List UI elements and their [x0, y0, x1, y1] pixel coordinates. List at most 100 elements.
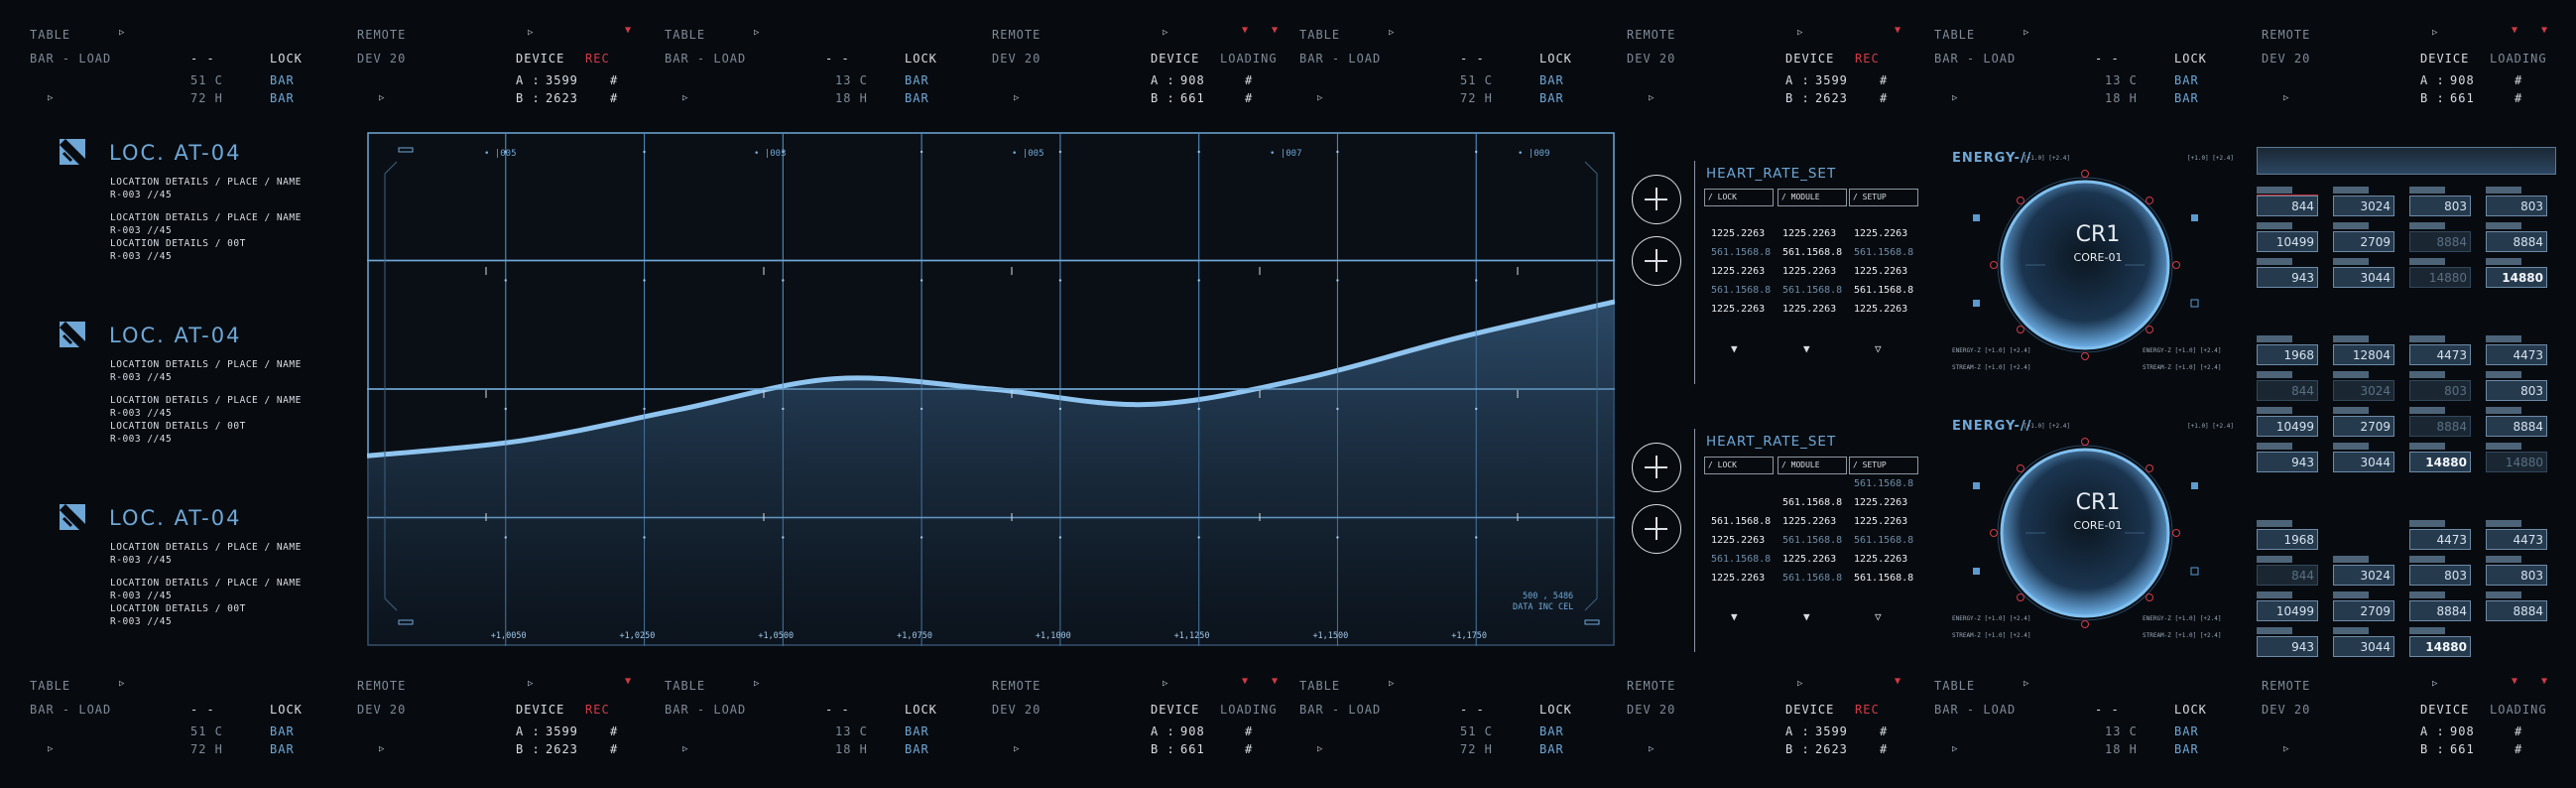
play-icon[interactable]: ▷ — [1649, 744, 1655, 754]
cell-box — [2333, 416, 2394, 437]
lock-label: LOCK — [1539, 703, 1572, 717]
column-header[interactable]: / MODULE — [1778, 457, 1847, 474]
data-cell: 561.1568.8 — [1711, 247, 1772, 258]
play-icon[interactable]: ▷ — [48, 93, 54, 103]
cell-value: 8884 — [2436, 604, 2467, 618]
cell-value: 803 — [2520, 199, 2543, 213]
side-marker — [2190, 567, 2199, 576]
play-icon[interactable]: ▷ — [1389, 679, 1395, 689]
column-header[interactable]: / SETUP — [1849, 457, 1918, 474]
dropdown-arrow-icon[interactable]: ▼ — [1731, 610, 1738, 623]
alert-triangle-icon: ▼ — [1895, 676, 1901, 687]
column-header[interactable]: / LOCK — [1704, 457, 1774, 474]
play-icon[interactable]: ▷ — [1317, 93, 1323, 103]
play-icon[interactable]: ▷ — [1317, 744, 1323, 754]
play-icon[interactable]: ▷ — [2432, 679, 2438, 689]
grid-top-bar — [2257, 147, 2556, 175]
a-value: 3599 — [546, 73, 578, 87]
ring-node — [2081, 438, 2089, 446]
temp-h: 72 H — [1460, 742, 1493, 756]
play-icon[interactable]: ▷ — [379, 744, 385, 754]
play-icon[interactable]: ▷ — [1389, 28, 1395, 38]
play-icon[interactable]: ▷ — [1952, 744, 1958, 754]
cell-tag — [2409, 335, 2445, 342]
cell-box — [2257, 565, 2318, 586]
x-tick-label: +1,1250 — [1174, 631, 1210, 641]
value-cell: 12804 — [2333, 335, 2394, 365]
value-cell: 4473 — [2486, 520, 2547, 550]
play-icon[interactable]: ▷ — [48, 744, 54, 754]
core-orb — [2000, 448, 2170, 618]
play-icon[interactable]: ▷ — [1163, 28, 1168, 38]
value-cell: 8884 — [2486, 407, 2547, 437]
grid-dot — [782, 407, 785, 411]
play-icon[interactable]: ▷ — [2024, 28, 2029, 38]
cell-value: 10499 — [2275, 235, 2314, 249]
play-icon[interactable]: ▷ — [1797, 28, 1803, 38]
bar-load-label: BAR - LOAD — [1299, 52, 1382, 66]
b-value: 661 — [1180, 91, 1205, 105]
play-icon[interactable]: ▷ — [2024, 679, 2029, 689]
dropdown-arrow-icon[interactable]: ▼ — [1803, 610, 1810, 623]
cell-tag — [2257, 335, 2292, 342]
dropdown-arrow-icon[interactable]: ▼ — [1731, 342, 1738, 355]
cell-value: 844 — [2291, 569, 2314, 583]
data-cell: 1225.2263 — [1854, 266, 1908, 277]
hash: # — [1880, 724, 1889, 738]
add-button[interactable] — [1632, 236, 1681, 286]
play-icon[interactable]: ▷ — [119, 28, 125, 38]
play-icon[interactable]: ▷ — [1014, 93, 1020, 103]
value-cell: 943 — [2257, 258, 2318, 288]
value-cell: 803 — [2486, 371, 2547, 401]
a-value: 3599 — [546, 724, 578, 738]
play-icon[interactable]: ▷ — [754, 28, 760, 38]
play-icon[interactable]: ▷ — [379, 93, 385, 103]
play-icon[interactable]: ▷ — [1163, 679, 1168, 689]
dropdown-arrow-icon[interactable]: ▼ — [1803, 342, 1810, 355]
play-icon[interactable]: ▷ — [1014, 744, 1020, 754]
play-icon[interactable]: ▷ — [2283, 744, 2289, 754]
play-icon[interactable]: ▷ — [682, 744, 688, 754]
bar-label: BAR — [1539, 724, 1564, 738]
play-icon[interactable]: ▷ — [528, 28, 534, 38]
bar-load-label: BAR - LOAD — [665, 52, 747, 66]
add-button[interactable] — [1632, 443, 1681, 492]
cell-box — [2409, 380, 2471, 401]
hash: # — [610, 742, 619, 756]
play-icon[interactable]: ▷ — [2432, 28, 2438, 38]
play-icon[interactable]: ▷ — [1797, 679, 1803, 689]
cell-box — [2409, 600, 2471, 621]
bar-label: BAR — [270, 73, 295, 87]
a-value: 3599 — [1815, 724, 1848, 738]
column-header[interactable]: / LOCK — [1704, 189, 1774, 206]
play-icon[interactable]: ▷ — [1649, 93, 1655, 103]
cell-box — [2257, 452, 2318, 472]
value-cell: 2709 — [2333, 222, 2394, 252]
dropdown-arrow-icon[interactable]: ▽ — [1875, 342, 1882, 355]
column-header[interactable]: / MODULE — [1778, 189, 1847, 206]
play-icon[interactable]: ▷ — [682, 93, 688, 103]
energy-subtitle: [+1.0] [+2.4] — [2187, 155, 2234, 162]
grid-dot — [920, 150, 923, 154]
play-icon[interactable]: ▷ — [1952, 93, 1958, 103]
value-cell: 14880 — [2486, 258, 2547, 288]
cell-tag — [2257, 591, 2292, 598]
location-block: LOC. AT-04 LOCATION DETAILS / PLACE / NAM… — [60, 139, 357, 288]
cell-tag — [2409, 407, 2445, 414]
grid-dot — [504, 279, 507, 282]
device-label: DEVICE — [2420, 703, 2470, 717]
play-icon[interactable]: ▷ — [754, 679, 760, 689]
value-cell: 8884 — [2486, 591, 2547, 621]
grid-dot — [643, 150, 646, 154]
a-value: 3599 — [1815, 73, 1848, 87]
play-icon[interactable]: ▷ — [119, 679, 125, 689]
status-block: TABLE BAR - LOAD - - LOCK 51 C 72 H BAR BAR REMO… — [1289, 20, 1924, 119]
data-cell: 561.1568.8 — [1854, 573, 1914, 584]
play-icon[interactable]: ▷ — [528, 679, 534, 689]
play-icon[interactable]: ▷ — [2283, 93, 2289, 103]
alert-triangle-icon: ▼ — [1242, 25, 1249, 36]
add-button[interactable] — [1632, 175, 1681, 224]
column-header[interactable]: / SETUP — [1849, 189, 1918, 206]
add-button[interactable] — [1632, 504, 1681, 554]
dropdown-arrow-icon[interactable]: ▽ — [1875, 610, 1882, 623]
